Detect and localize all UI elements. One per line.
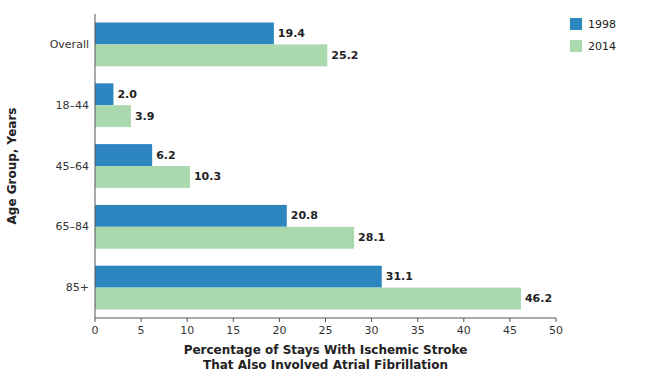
x-tick-label: 15 bbox=[226, 324, 240, 337]
x-tick bbox=[233, 318, 234, 322]
bar bbox=[95, 44, 327, 66]
bar bbox=[95, 144, 152, 166]
x-tick-label: 25 bbox=[319, 324, 333, 337]
y-axis-title: Age Group, Years bbox=[5, 108, 19, 225]
x-tick bbox=[187, 318, 188, 322]
bar bbox=[95, 288, 521, 310]
bar bbox=[95, 105, 131, 127]
data-label: 10.3 bbox=[194, 170, 221, 183]
legend-swatch bbox=[570, 18, 582, 30]
x-tick bbox=[141, 318, 142, 322]
y-axis-line bbox=[95, 14, 96, 318]
x-tick bbox=[417, 318, 418, 322]
bar bbox=[95, 205, 287, 227]
bar bbox=[95, 266, 382, 288]
legend: 1998 2014 bbox=[570, 18, 616, 53]
x-tick-label: 5 bbox=[138, 324, 145, 337]
bar bbox=[95, 23, 274, 45]
bar bbox=[95, 227, 354, 249]
data-label: 28.1 bbox=[358, 231, 385, 244]
bars bbox=[95, 23, 521, 310]
x-tick bbox=[509, 318, 510, 322]
bar bbox=[95, 83, 113, 105]
data-label: 6.2 bbox=[156, 149, 176, 162]
legend-swatch bbox=[570, 40, 582, 52]
x-tick bbox=[556, 318, 557, 322]
x-tick bbox=[463, 318, 464, 322]
data-label: 19.4 bbox=[278, 27, 305, 40]
x-tick bbox=[371, 318, 372, 322]
x-tick-label: 0 bbox=[92, 324, 99, 337]
y-tick-label: 45–64 bbox=[56, 160, 90, 173]
x-axis-title: Percentage of Stays With Ischemic Stroke… bbox=[184, 343, 468, 372]
data-label: 25.2 bbox=[331, 49, 358, 62]
legend-label: 1998 bbox=[588, 18, 616, 31]
bar bbox=[95, 166, 190, 188]
y-tick-label: 85+ bbox=[66, 281, 89, 294]
chart: 19.4 2.0 6.2 20.8 31.1 25.2 3.9 10.3 28.1 46.2 0 5 1… bbox=[0, 0, 646, 380]
x-tick bbox=[279, 318, 280, 322]
x-tick-label: 20 bbox=[272, 324, 286, 337]
y-tick-label: Overall bbox=[50, 38, 89, 51]
x-tick bbox=[325, 318, 326, 322]
x-tick-label: 45 bbox=[503, 324, 517, 337]
data-label: 3.9 bbox=[135, 110, 155, 123]
x-tick-label: 35 bbox=[411, 324, 425, 337]
data-label: 20.8 bbox=[291, 209, 318, 222]
y-tick-label: 65–84 bbox=[56, 220, 90, 233]
x-tick-label: 30 bbox=[365, 324, 379, 337]
y-axis: Overall 18–44 45–64 65–84 85+ bbox=[50, 14, 95, 318]
data-labels: 19.4 2.0 6.2 20.8 31.1 25.2 3.9 10.3 28.1 46.2 bbox=[117, 27, 552, 305]
x-axis: 0 5 10 15 20 25 30 35 40 45 50 bbox=[92, 318, 564, 337]
x-tick bbox=[95, 318, 96, 322]
chart-container: 19.4 2.0 6.2 20.8 31.1 25.2 3.9 10.3 28.1 46.2 0 5 1… bbox=[0, 0, 646, 380]
x-tick-label: 50 bbox=[549, 324, 563, 337]
data-label: 31.1 bbox=[386, 270, 413, 283]
data-label: 2.0 bbox=[117, 88, 137, 101]
data-label: 46.2 bbox=[525, 292, 552, 305]
y-tick-label: 18–44 bbox=[56, 99, 90, 112]
x-tick-label: 10 bbox=[180, 324, 194, 337]
x-tick-label: 40 bbox=[457, 324, 471, 337]
legend-label: 2014 bbox=[588, 40, 616, 53]
